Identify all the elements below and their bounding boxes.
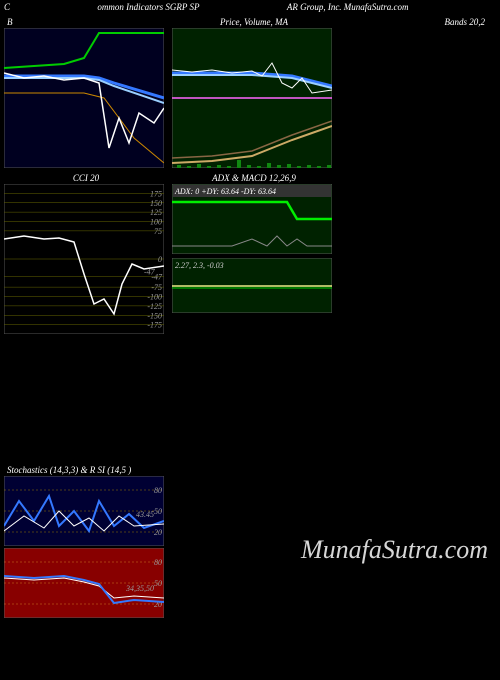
svg-text:43.45: 43.45 [136,510,154,519]
panel-cci-title: CCI 20 [4,172,168,184]
svg-text:50: 50 [154,579,162,588]
bands-label: Bands 20,2 [340,16,488,28]
chart-rsi: 80502034,35,50 [4,548,164,618]
svg-text:-125: -125 [147,302,162,311]
svg-text:80: 80 [154,486,162,495]
panel-b: B [4,16,168,168]
panel-b-title: B [4,16,168,28]
svg-text:-175: -175 [147,321,162,330]
svg-text:2.27, 2.3, -0.03: 2.27, 2.3, -0.03 [175,261,224,270]
svg-text:100: 100 [150,218,162,227]
svg-text:80: 80 [154,558,162,567]
chart-b [4,28,164,168]
chart-macd: 2.27, 2.3, -0.03 [172,258,332,313]
svg-text:20: 20 [154,528,162,537]
svg-text:ADX: 0 +DY: 63.64 -DY: 63.: ADX: 0 +DY: 63.64 -DY: 63.64 [174,187,276,196]
svg-text:125: 125 [150,208,162,217]
svg-text:-75: -75 [151,283,162,292]
svg-text:150: 150 [150,199,162,208]
panel-adx-title: ADX & MACD 12,26,9 [172,172,336,184]
svg-text:175: 175 [150,189,162,198]
panel-stoch: 80 50 2043.45 [4,476,164,546]
panel-price: Price, Volume, MA [172,16,336,168]
chart-cci: 175150125100750-47-75-100-125-150-175-47 [4,184,164,334]
watermark: MunafaSutra.com [301,535,488,565]
panel-price-title: Price, Volume, MA [172,16,336,28]
panel-rsi: 80502034,35,50 [4,548,164,618]
page-header: C ommon Indicators SGRP SP AR Group, Inc… [0,0,500,14]
chart-adx: ADX: 0 +DY: 63.64 -DY: 63.64 [172,184,332,254]
svg-text:-150: -150 [147,311,162,320]
panel-cci: CCI 20 175150125100750-47-75-100-125-150… [4,172,168,334]
svg-text:34,35,50: 34,35,50 [125,584,154,593]
svg-text:50: 50 [154,507,162,516]
header-left: C [4,2,10,12]
panel-stoch-title: Stochastics (14,3,3) & R SI (14,5 ) [4,464,496,476]
header-mid2: AR Group, Inc. MunafaSutra.com [287,2,409,12]
header-mid1: ommon Indicators SGRP SP [97,2,199,12]
svg-text:0: 0 [158,255,162,264]
svg-text:75: 75 [154,227,162,236]
chart-stoch: 80 50 2043.45 [4,476,164,546]
chart-price [172,28,332,168]
svg-text:-100: -100 [147,293,162,302]
